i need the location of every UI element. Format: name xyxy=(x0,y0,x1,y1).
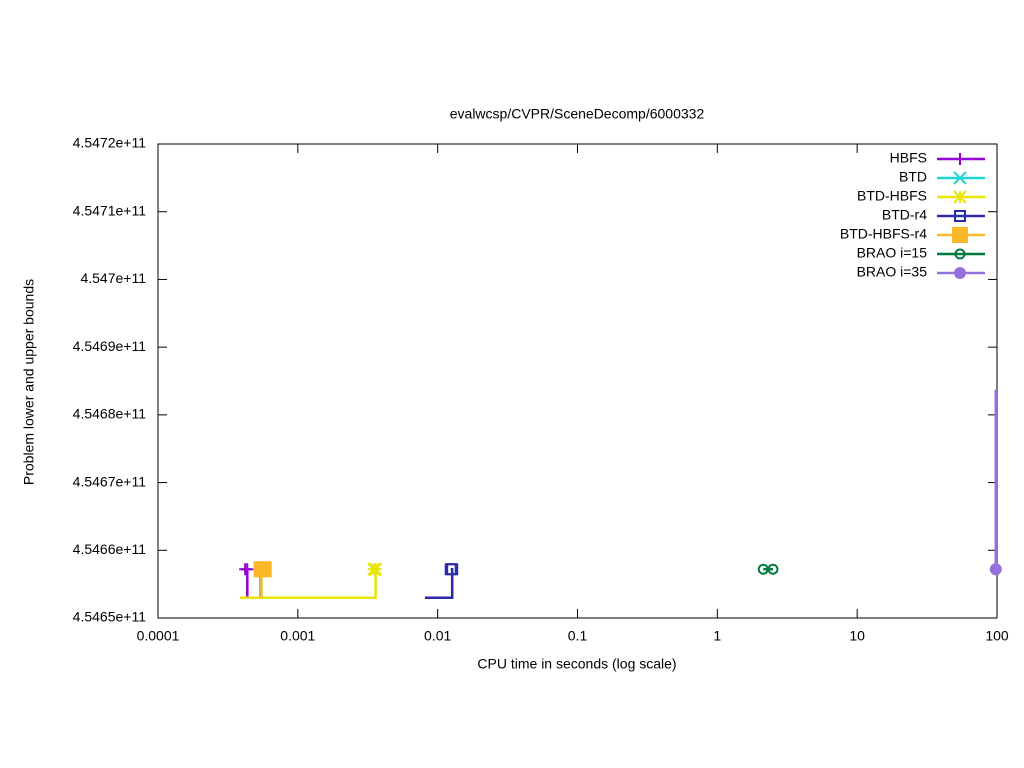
series-line xyxy=(424,567,454,599)
x-tick-label: 0.0001 xyxy=(137,628,180,644)
marker xyxy=(954,210,966,222)
legend-label: BRAO i=35 xyxy=(857,264,928,280)
y-tick-label: 4.5466e+11 xyxy=(73,541,147,557)
y-tick-label: 4.5469e+11 xyxy=(73,338,147,354)
marker xyxy=(952,227,968,243)
plot-frame xyxy=(157,143,998,619)
x-tick-label: 0.1 xyxy=(568,628,588,644)
marker xyxy=(239,563,252,576)
x-axis-label: CPU time in seconds (log scale) xyxy=(477,656,676,672)
marker xyxy=(954,248,966,260)
legend-label: HBFS xyxy=(890,150,927,166)
chart-title: evalwcsp/CVPR/SceneDecomp/6000332 xyxy=(450,106,705,122)
legend-label: BTD-HBFS-r4 xyxy=(840,226,927,242)
y-tick-label: 4.5465e+11 xyxy=(73,609,147,625)
x-tick-label: 1 xyxy=(713,628,721,644)
x-tick-label: 0.01 xyxy=(424,628,451,644)
x-tick-label: 0.001 xyxy=(280,628,315,644)
x-tick-label: 10 xyxy=(849,628,865,644)
legend-label: BTD-HBFS xyxy=(857,188,927,204)
marker xyxy=(255,561,272,578)
y-tick-label: 4.5471e+11 xyxy=(73,202,147,218)
y-tick-label: 4.5468e+11 xyxy=(73,406,147,422)
legend-label: BTD-r4 xyxy=(882,207,927,223)
marker xyxy=(953,190,967,204)
marker xyxy=(367,562,381,576)
marker xyxy=(954,153,966,165)
y-tick-label: 4.547e+11 xyxy=(80,270,146,286)
legend-label: BRAO i=15 xyxy=(857,245,928,261)
marker xyxy=(954,267,966,279)
marker xyxy=(953,171,967,185)
y-axis-label: Problem lower and upper bounds xyxy=(21,279,37,485)
marker xyxy=(989,563,1002,576)
marker xyxy=(767,563,779,575)
marker xyxy=(444,563,457,576)
legend-label: BTD xyxy=(899,169,927,185)
y-tick-label: 4.5472e+11 xyxy=(73,135,147,151)
y-tick-label: 4.5467e+11 xyxy=(73,473,147,489)
x-tick-label: 100 xyxy=(985,628,1009,644)
